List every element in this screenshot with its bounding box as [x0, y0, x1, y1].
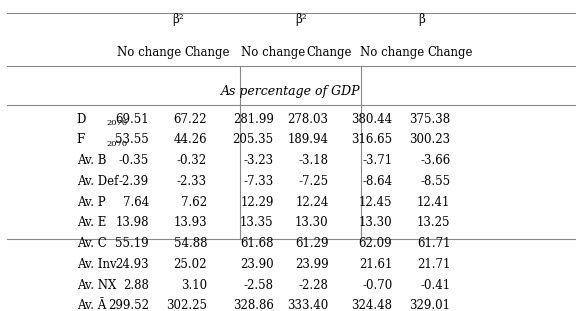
Text: β²: β² [295, 13, 307, 26]
Text: F: F [77, 133, 85, 146]
Text: 24.93: 24.93 [115, 258, 149, 271]
Text: β: β [418, 13, 425, 26]
Text: 55.19: 55.19 [115, 237, 149, 250]
Text: 21.61: 21.61 [359, 258, 392, 271]
Text: β²: β² [172, 13, 184, 26]
Text: 299.52: 299.52 [108, 299, 149, 311]
Text: 25.02: 25.02 [173, 258, 207, 271]
Text: -8.55: -8.55 [420, 175, 450, 188]
Text: -7.33: -7.33 [243, 175, 274, 188]
Text: Av. B: Av. B [77, 154, 106, 167]
Text: 12.41: 12.41 [417, 196, 450, 209]
Text: -8.64: -8.64 [362, 175, 392, 188]
Text: 333.40: 333.40 [288, 299, 329, 311]
Text: Change: Change [306, 45, 352, 58]
Text: 7.64: 7.64 [123, 196, 149, 209]
Text: 61.29: 61.29 [295, 237, 329, 250]
Text: -3.66: -3.66 [420, 154, 450, 167]
Text: 13.30: 13.30 [359, 216, 392, 229]
Text: 13.98: 13.98 [116, 216, 149, 229]
Text: Av. C: Av. C [77, 237, 107, 250]
Text: 380.44: 380.44 [352, 113, 392, 126]
Text: -3.71: -3.71 [362, 154, 392, 167]
Text: 324.48: 324.48 [352, 299, 392, 311]
Text: 21.71: 21.71 [417, 258, 450, 271]
Text: Av. Def: Av. Def [77, 175, 118, 188]
Text: 329.01: 329.01 [409, 299, 450, 311]
Text: 13.93: 13.93 [173, 216, 207, 229]
Text: 281.99: 281.99 [233, 113, 274, 126]
Text: As percentage of GDP: As percentage of GDP [221, 85, 361, 98]
Text: 44.26: 44.26 [173, 133, 207, 146]
Text: 2070: 2070 [107, 140, 128, 148]
Text: D: D [77, 113, 86, 126]
Text: 328.86: 328.86 [233, 299, 274, 311]
Text: -2.39: -2.39 [119, 175, 149, 188]
Text: Av. Ā: Av. Ā [77, 299, 106, 311]
Text: 62.09: 62.09 [359, 237, 392, 250]
Text: 13.25: 13.25 [417, 216, 450, 229]
Text: -0.41: -0.41 [420, 279, 450, 292]
Text: 61.71: 61.71 [417, 237, 450, 250]
Text: 13.30: 13.30 [295, 216, 329, 229]
Text: 23.99: 23.99 [295, 258, 329, 271]
Text: 2.88: 2.88 [123, 279, 149, 292]
Text: 54.88: 54.88 [173, 237, 207, 250]
Text: No change: No change [360, 45, 424, 58]
Text: 189.94: 189.94 [288, 133, 329, 146]
Text: Av. Inv.: Av. Inv. [77, 258, 119, 271]
Text: 2070: 2070 [107, 119, 128, 127]
Text: -2.58: -2.58 [244, 279, 274, 292]
Text: 12.45: 12.45 [359, 196, 392, 209]
Text: 316.65: 316.65 [352, 133, 392, 146]
Text: 67.22: 67.22 [173, 113, 207, 126]
Text: No change: No change [117, 45, 181, 58]
Text: -3.23: -3.23 [243, 154, 274, 167]
Text: 69.51: 69.51 [115, 113, 149, 126]
Text: 302.25: 302.25 [166, 299, 207, 311]
Text: -2.33: -2.33 [177, 175, 207, 188]
Text: Av. P: Av. P [77, 196, 105, 209]
Text: 205.35: 205.35 [232, 133, 274, 146]
Text: 3.10: 3.10 [181, 279, 207, 292]
Text: -0.32: -0.32 [177, 154, 207, 167]
Text: -2.28: -2.28 [299, 279, 329, 292]
Text: Av. NX: Av. NX [77, 279, 116, 292]
Text: No change: No change [242, 45, 306, 58]
Text: 53.55: 53.55 [115, 133, 149, 146]
Text: 12.29: 12.29 [240, 196, 274, 209]
Text: 61.68: 61.68 [240, 237, 274, 250]
Text: 23.90: 23.90 [240, 258, 274, 271]
Text: -0.35: -0.35 [119, 154, 149, 167]
Text: 278.03: 278.03 [288, 113, 329, 126]
Text: 7.62: 7.62 [181, 196, 207, 209]
Text: -7.25: -7.25 [299, 175, 329, 188]
Text: Change: Change [428, 45, 473, 58]
Text: -0.70: -0.70 [362, 279, 392, 292]
Text: Change: Change [184, 45, 230, 58]
Text: 300.23: 300.23 [409, 133, 450, 146]
Text: -3.18: -3.18 [299, 154, 329, 167]
Text: 12.24: 12.24 [295, 196, 329, 209]
Text: 375.38: 375.38 [409, 113, 450, 126]
Text: Av. E: Av. E [77, 216, 106, 229]
Text: 13.35: 13.35 [240, 216, 274, 229]
